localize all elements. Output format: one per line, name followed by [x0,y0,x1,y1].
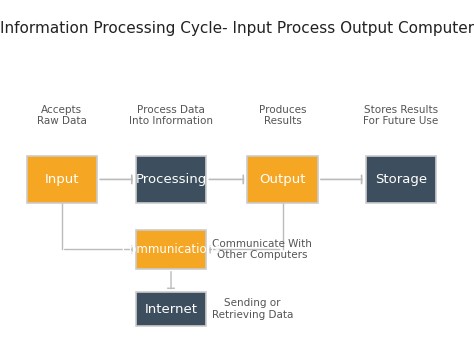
Text: Stores Results
For Future Use: Stores Results For Future Use [363,104,438,126]
Text: Process Data
Into Information: Process Data Into Information [129,104,213,126]
FancyBboxPatch shape [365,156,436,202]
Text: Storage: Storage [375,173,427,186]
Text: Sending or
Retrieving Data: Sending or Retrieving Data [212,298,293,320]
FancyBboxPatch shape [136,156,206,202]
Text: Accepts
Raw Data: Accepts Raw Data [37,104,87,126]
FancyBboxPatch shape [136,230,206,269]
Text: Input: Input [45,173,79,186]
Text: Communicate With
Other Computers: Communicate With Other Computers [212,239,312,260]
FancyBboxPatch shape [136,292,206,326]
Text: Produces
Results: Produces Results [259,104,306,126]
Text: Communications: Communications [121,243,220,256]
Text: Output: Output [259,173,306,186]
Text: Processing: Processing [136,173,207,186]
Text: Internet: Internet [145,302,198,316]
FancyBboxPatch shape [247,156,318,202]
Text: Information Processing Cycle- Input Process Output Computer: Information Processing Cycle- Input Proc… [0,21,474,36]
FancyBboxPatch shape [27,156,97,202]
